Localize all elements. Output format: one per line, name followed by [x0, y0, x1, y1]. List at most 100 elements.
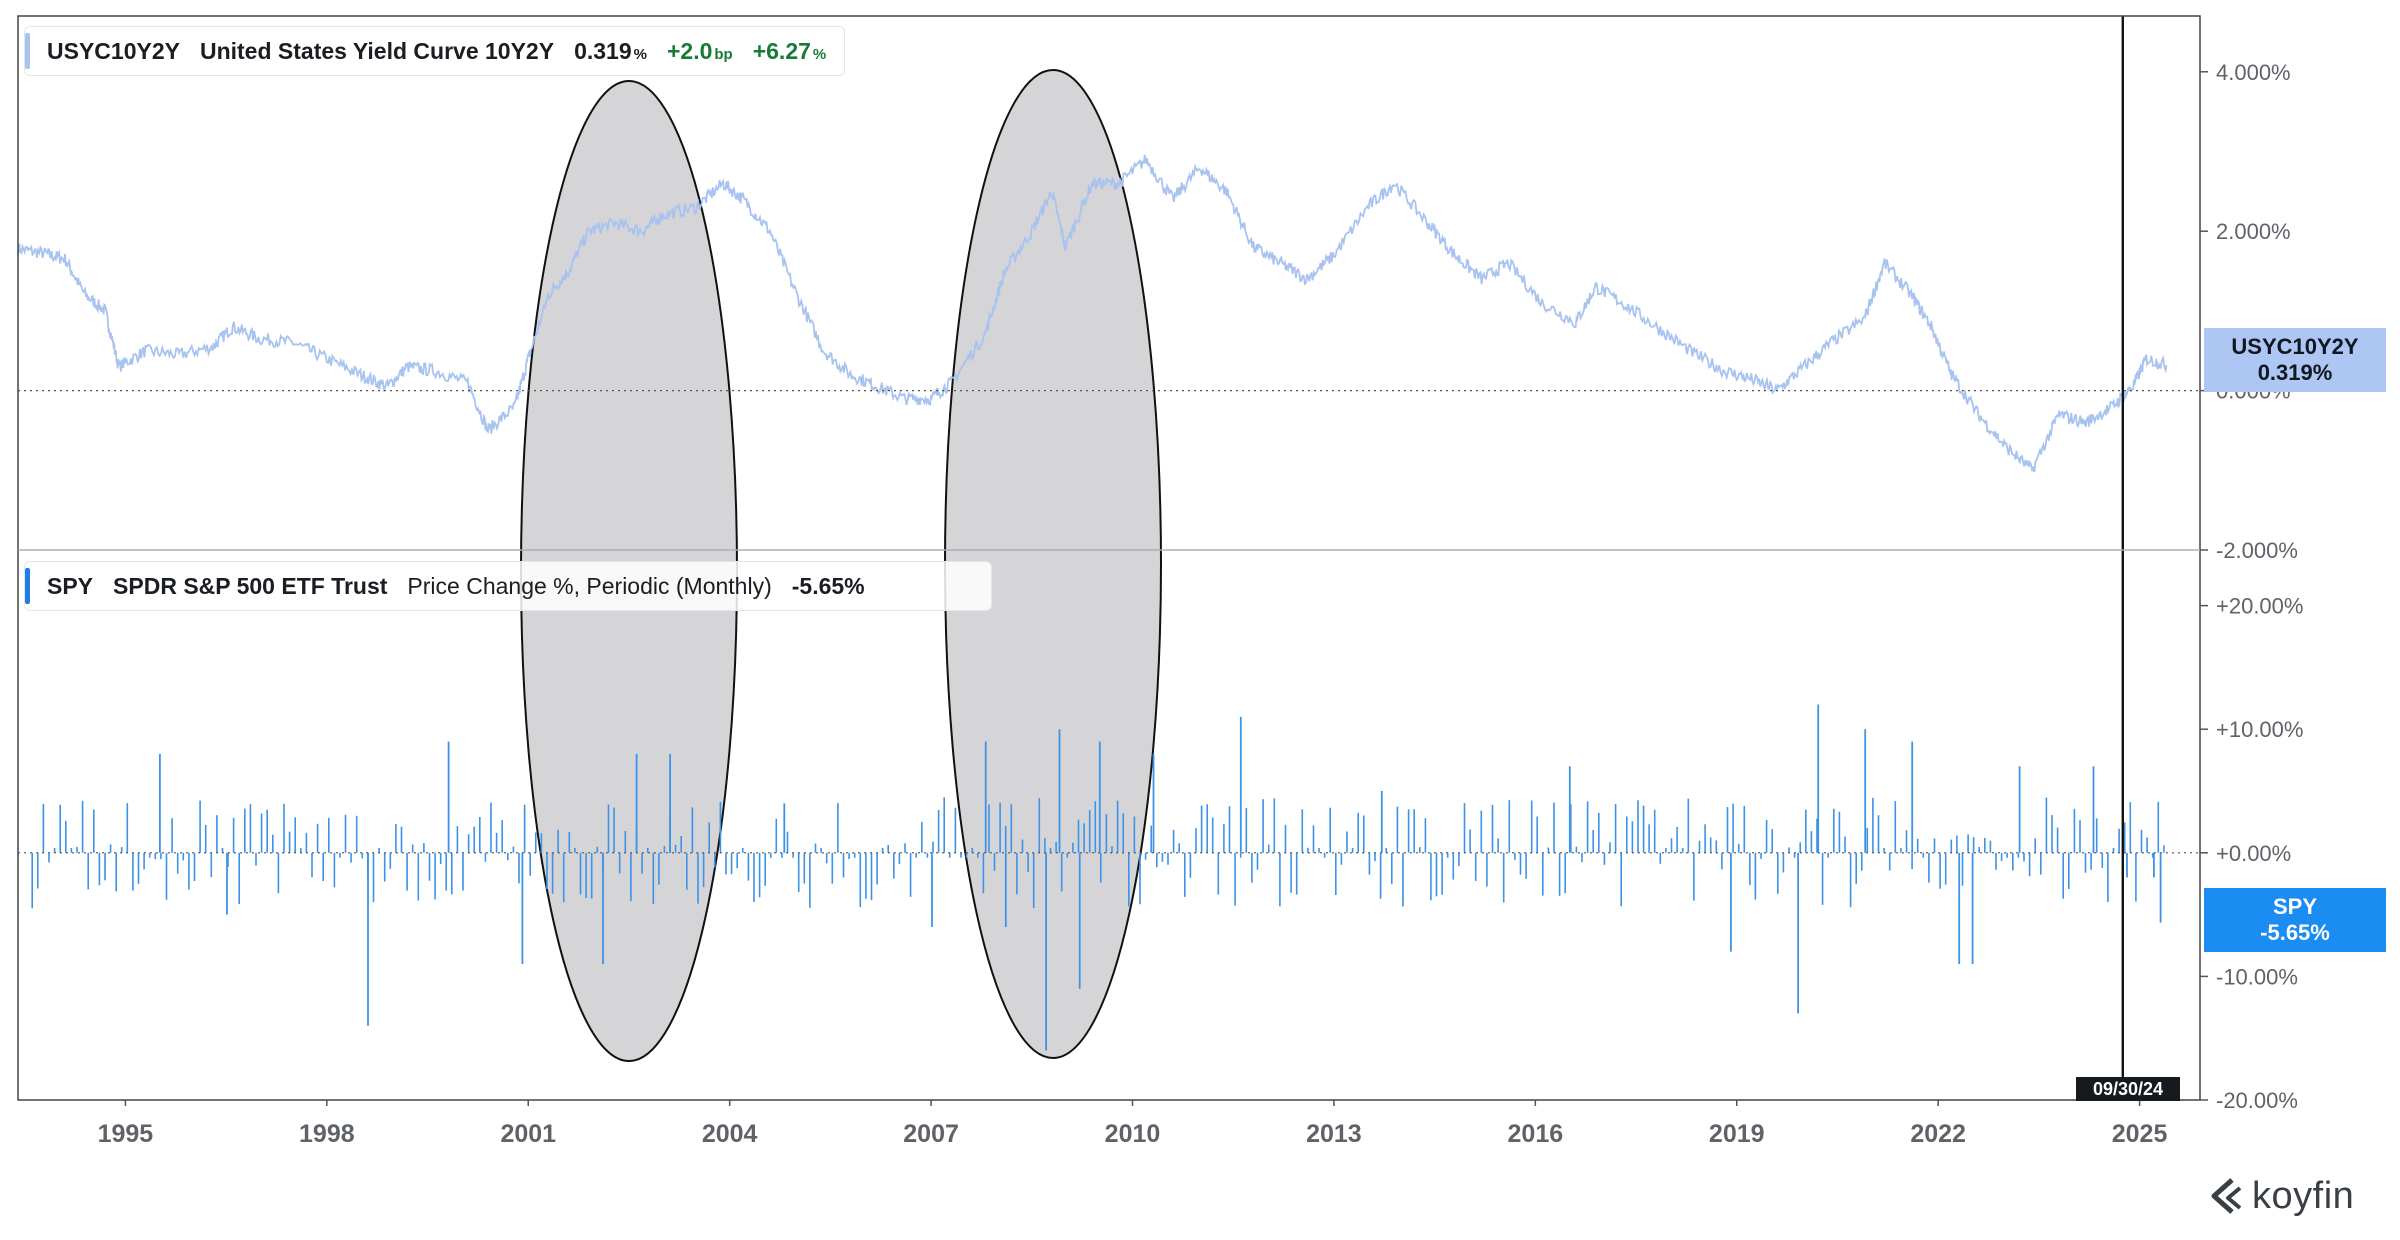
spy-monthly-bar [316, 823, 319, 853]
yield-legend[interactable]: USYC10Y2Y United States Yield Curve 10Y2… [24, 26, 846, 76]
spy-monthly-bar [2068, 852, 2070, 889]
spy-monthly-bar [244, 808, 246, 853]
spy-monthly-bar [736, 852, 738, 869]
spy-monthly-bar [1765, 819, 1768, 853]
spy-monthly-bar [1514, 852, 1516, 860]
spy-monthly-bar [1184, 852, 1186, 897]
spy-monthly-bar [803, 852, 806, 884]
spy-bar [226, 852, 228, 915]
spy-monthly-bar [1301, 809, 1304, 853]
spy-monthly-bar [1463, 803, 1466, 853]
spy-monthly-bar [949, 852, 951, 858]
spy-monthly-bar [1363, 815, 1365, 853]
spy-legend[interactable]: SPY SPDR S&P 500 ETF Trust Price Change … [24, 561, 992, 611]
spy-monthly-bar [193, 852, 196, 881]
spy-monthly-bar [1010, 804, 1013, 853]
spy-monthly-bar [977, 852, 979, 858]
spy-monthly-bar [714, 852, 716, 868]
spy-monthly-bar [1111, 846, 1113, 853]
spy-monthly-bar [1928, 852, 1930, 883]
spy-bar [2126, 852, 2128, 878]
yield-value-unit: % [633, 45, 647, 63]
spy-monthly-bar [1217, 852, 1220, 895]
spy-monthly-bar [825, 852, 828, 864]
spy-monthly-bar [590, 852, 593, 899]
spy-monthly-bar [1995, 852, 1997, 870]
yield-name: United States Yield Curve 10Y2Y [199, 37, 555, 64]
spy-monthly-bar [1178, 843, 1180, 853]
spy-monthly-bar [613, 807, 615, 853]
spy-monthly-bar [2140, 829, 2143, 853]
spy-monthly-bar [53, 847, 56, 853]
spy-ticker: SPY [47, 572, 94, 599]
spy-monthly-bar [395, 824, 397, 853]
spy-monthly-bar [2028, 852, 2031, 877]
spy-monthly-bar [1038, 798, 1041, 853]
spy-monthly-bar [451, 852, 453, 895]
spy-monthly-bar [65, 820, 67, 853]
spy-monthly-bar [400, 826, 403, 853]
spy-monthly-bar [1161, 852, 1164, 862]
spy-monthly-bar [932, 841, 934, 853]
spy-monthly-bar [1139, 852, 1141, 905]
spy-monthly-bar [971, 847, 973, 853]
spy-monthly-bar [1749, 852, 1751, 886]
spy-monthly-bar [2146, 837, 2148, 853]
spy-monthly-bar [1827, 852, 1829, 858]
spy-monthly-bar [1771, 829, 1773, 853]
spy-monthly-bar [1536, 816, 1538, 853]
spy-monthly-bar [797, 852, 800, 893]
spy-monthly-bar [2107, 852, 2109, 902]
spy-monthly-bar [915, 852, 917, 858]
spy-monthly-bar [411, 844, 414, 853]
spy-monthly-bar [37, 852, 39, 889]
spy-monthly-bar [1239, 852, 1242, 858]
spy-monthly-bar [904, 843, 906, 853]
spy-bar [669, 753, 671, 853]
spy-monthly-bar [1335, 852, 1337, 895]
spy-monthly-bar [1570, 804, 1572, 853]
spy-monthly-bar [204, 825, 207, 853]
spy-monthly-bar [618, 852, 621, 874]
spy-monthly-bar [227, 852, 229, 867]
spy-monthly-bar [1933, 838, 1936, 853]
spy-monthly-bar [1648, 824, 1650, 853]
spy-monthly-bar [1944, 852, 1947, 885]
spy-monthly-bar [1721, 852, 1723, 870]
spy-monthly-bar [31, 852, 33, 909]
spy-monthly-bar [1687, 798, 1690, 853]
spy-monthly-bar [1614, 804, 1617, 853]
spy-monthly-bar [76, 846, 78, 853]
spy-monthly-bar [311, 852, 313, 878]
spy-monthly-bar [2112, 847, 2115, 853]
spy-monthly-bar [1788, 847, 1790, 853]
x-tick-label: 2001 [500, 1120, 556, 1148]
spy-monthly-bar [1715, 840, 1718, 853]
spy-monthly-bar [1799, 842, 1801, 853]
spy-bar [2018, 766, 2021, 853]
spy-monthly-bar [1637, 800, 1639, 853]
x-tick-label: 2022 [1910, 1120, 1966, 1148]
spy-monthly-bar [1631, 821, 1634, 853]
spy-monthly-bar [283, 803, 285, 853]
spy-monthly-bar [1793, 852, 1796, 858]
spy-monthly-bar [1486, 852, 1488, 887]
x-tick-label: 1998 [299, 1120, 355, 1148]
spy-bar [2092, 766, 2095, 853]
spy-monthly-bar [2056, 827, 2059, 853]
spy-study: Price Change %, Periodic (Monthly) [407, 572, 772, 599]
spy-monthly-bar [507, 852, 509, 861]
spy-monthly-bar [1653, 809, 1656, 853]
spy-monthly-bar [848, 852, 850, 859]
spy-price-tag: SPY -5.65% [2204, 888, 2386, 952]
spy-monthly-bar [109, 844, 112, 853]
x-tick-label: 2013 [1306, 1120, 1362, 1148]
spy-monthly-bar [758, 852, 761, 898]
spy-monthly-bar [143, 852, 145, 870]
spy-monthly-bar [1681, 847, 1684, 853]
spy-monthly-bar [965, 852, 968, 858]
spy-monthly-bar [1575, 846, 1578, 853]
spy-monthly-bar [1312, 825, 1315, 853]
spy-monthly-bar [1833, 808, 1835, 853]
spy-monthly-bar [1144, 852, 1147, 860]
